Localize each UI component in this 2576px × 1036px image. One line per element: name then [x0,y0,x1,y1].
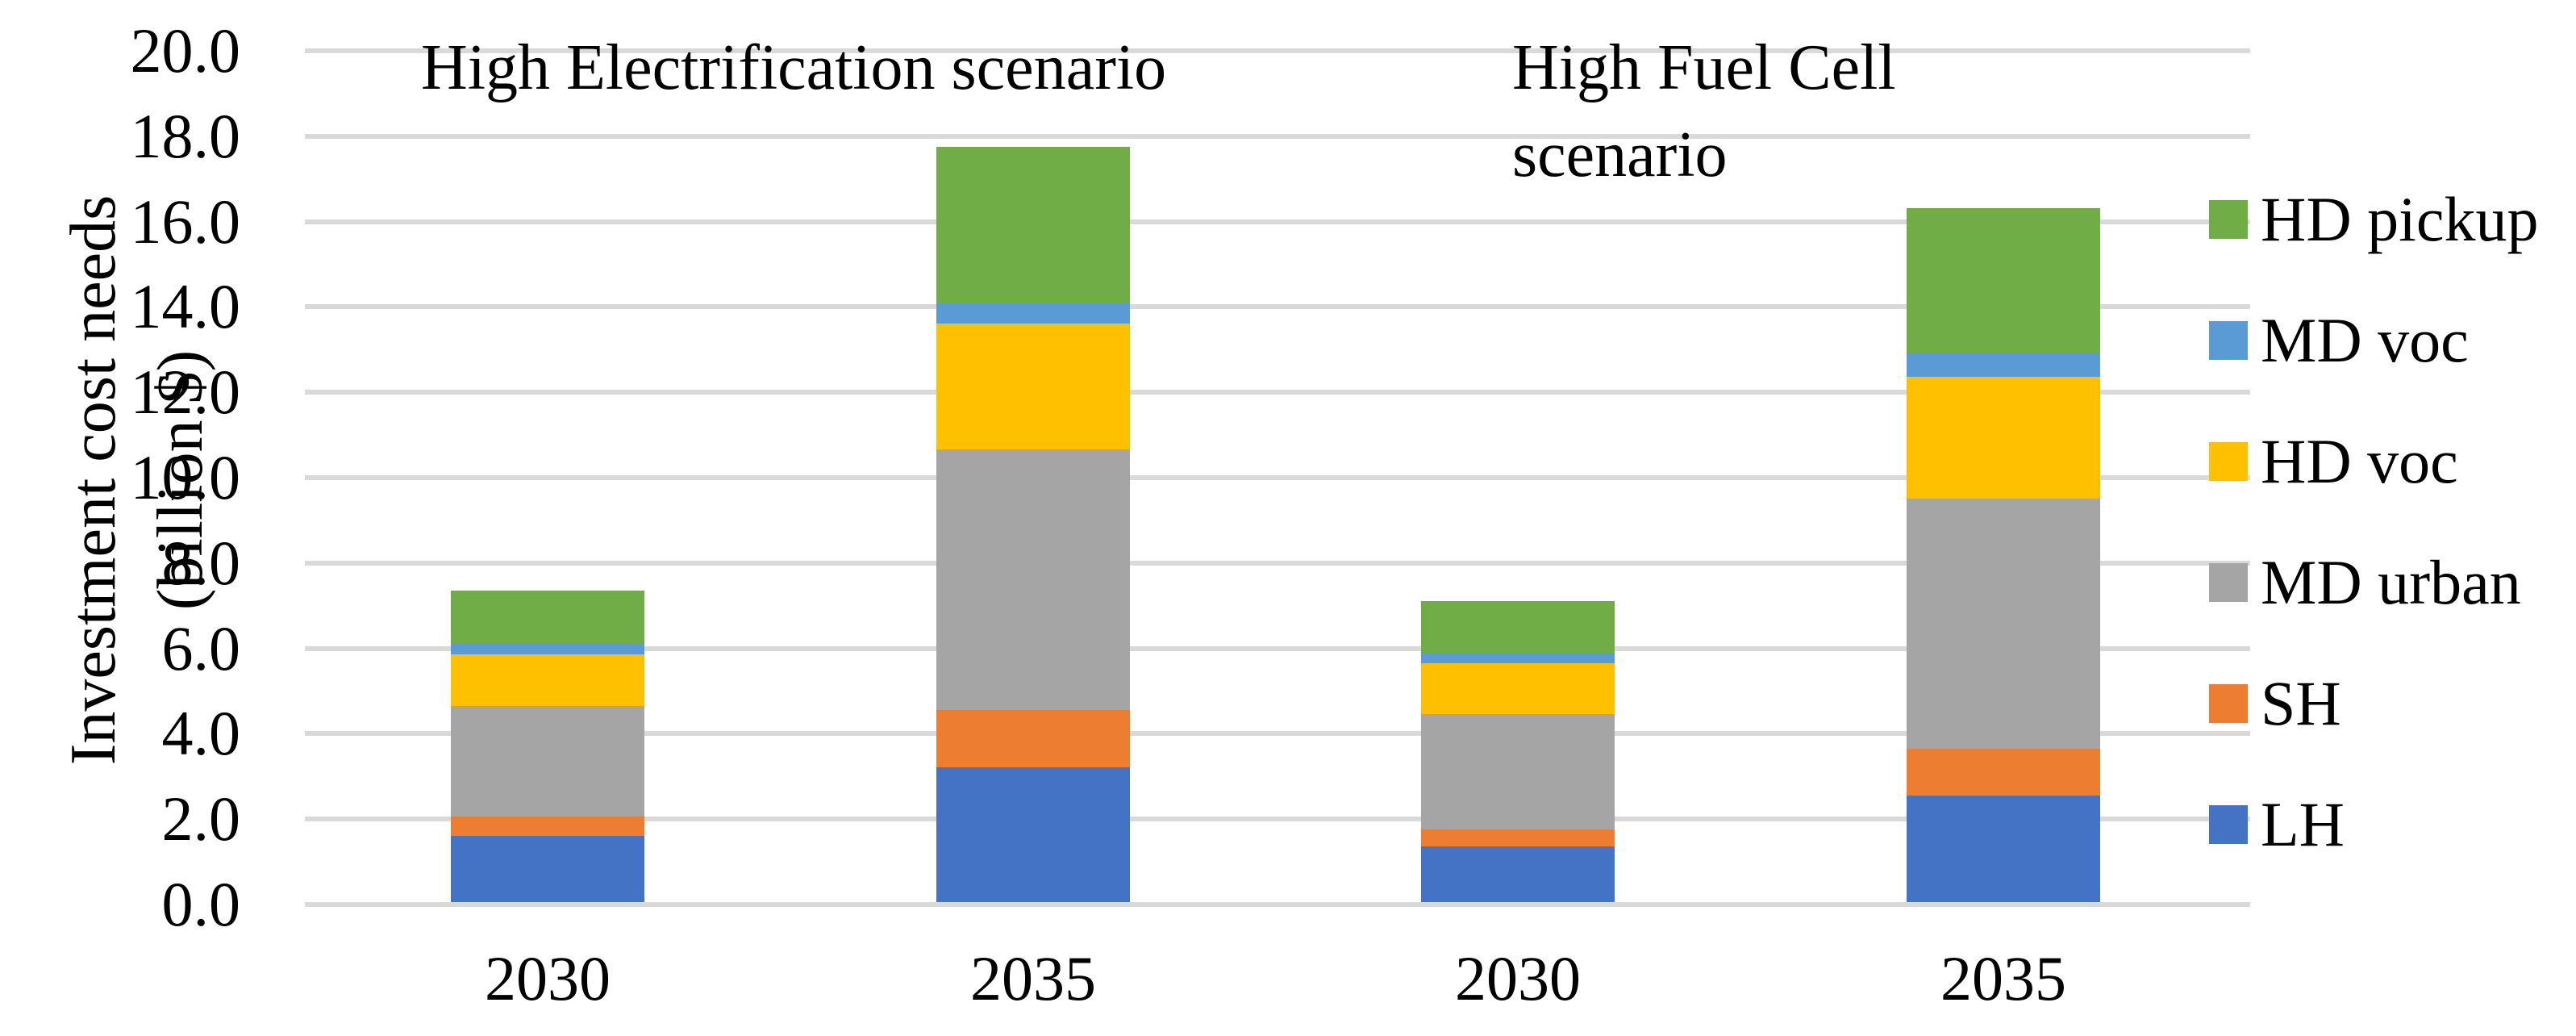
y-axis-tick-label: 12.0 [130,357,241,428]
legend-item-lh: LH [2209,793,2345,856]
annotation-high-fuel-cell-scenario: High Fuel Cell scenario [1512,32,1896,190]
legend-swatch-icon [2209,684,2248,723]
gridline [305,902,2250,907]
gridline [305,817,2250,822]
y-axis-tick-label: 2.0 [161,783,241,854]
bar-segment-hd-voc [451,654,644,706]
y-axis-tick-label: 4.0 [161,698,241,769]
legend-swatch-icon [2209,200,2248,239]
y-axis-tick-label: 20.0 [130,15,241,86]
legend-item-hd-voc: HD voc [2209,430,2458,493]
gridline [305,48,2250,53]
y-axis-tick-label: 18.0 [130,100,241,171]
bar-segment-lh [1907,795,2100,902]
y-axis-tick-label: 14.0 [130,271,241,342]
x-axis-tick-label: 2035 [1940,943,2066,1013]
legend-swatch-icon [2209,321,2248,360]
bar-segment-lh [451,836,644,902]
bar-segment-hd-voc [1421,662,1615,715]
bar-segment-hd-pickup [1421,601,1615,653]
legend-item-hd-pickup: HD pickup [2209,188,2538,251]
legend-item-md-voc: MD voc [2209,309,2469,372]
bar-segment-sh [1907,748,2100,796]
bar-segment-md-voc [936,302,1130,324]
bar-segment-hd-pickup [936,146,1130,303]
gridline [305,560,2250,566]
legend-item-md-urban: MD urban [2209,551,2521,614]
x-axis-tick-label: 2030 [485,943,611,1013]
bar-segment-md-voc [451,643,644,655]
y-axis-tick-label: 0.0 [161,869,241,939]
legend-swatch-icon [2209,805,2248,844]
bar-segment-hd-voc [936,324,1130,450]
bar-segment-md-voc [1421,652,1615,663]
bar-segment-sh [936,709,1130,768]
gridline [305,731,2250,737]
legend-label: HD voc [2261,426,2458,496]
bar-segment-sh [1421,829,1615,847]
legend-label: MD voc [2261,305,2469,375]
legend-label: SH [2261,668,2341,738]
y-axis-tick-label: 6.0 [161,612,241,683]
x-axis-tick-label: 2035 [970,943,1096,1013]
bar-segment-md-urban [1421,714,1615,830]
bar-segment-lh [936,767,1130,902]
x-axis-tick-label: 2030 [1455,943,1581,1013]
y-axis-tick-label: 8.0 [161,527,241,598]
gridline [305,133,2250,139]
bar-segment-md-urban [936,449,1130,710]
bar-segment-md-urban [451,705,644,817]
legend-swatch-icon [2209,563,2248,602]
legend-swatch-icon [2209,442,2248,481]
legend-label: LH [2261,789,2345,859]
bar-segment-hd-voc [1907,377,2100,499]
y-axis-tick-label: 10.0 [130,442,241,512]
legend-label: MD urban [2261,547,2521,617]
bar-segment-hd-pickup [1907,208,2100,354]
bar-segment-lh [1421,846,1615,902]
gridline [305,475,2250,480]
gridline [305,304,2250,310]
y-axis-tick-label: 16.0 [130,186,241,257]
legend-label: HD pickup [2261,184,2539,254]
gridline [305,219,2250,224]
bar-segment-hd-pickup [451,590,644,644]
bar-segment-md-urban [1907,499,2100,749]
annotation-high-electrification-scenario: High Electrification scenario [421,32,1167,103]
bar-segment-md-voc [1907,353,2100,378]
bar-segment-sh [451,817,644,836]
gridline [305,645,2250,651]
gridline [305,390,2250,395]
legend-item-sh: SH [2209,672,2341,735]
